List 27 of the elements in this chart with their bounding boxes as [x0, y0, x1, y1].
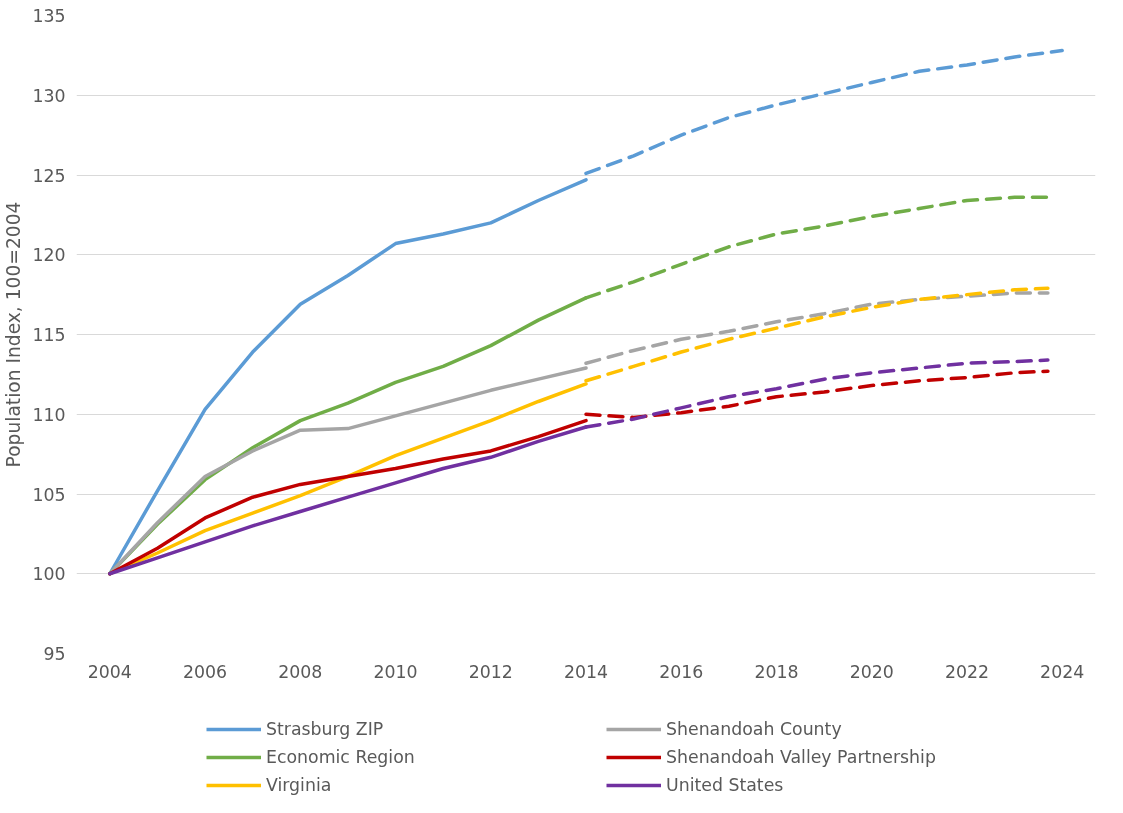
legend-label: Strasburg ZIP: [266, 719, 384, 739]
x-tick-label: 2004: [87, 661, 132, 682]
x-tick-label: 2014: [563, 661, 609, 682]
y-tick-label: 105: [32, 484, 66, 505]
y-tick-label: 110: [32, 404, 66, 425]
x-tick-label: 2006: [183, 661, 228, 682]
x-tick-label: 2016: [659, 661, 704, 682]
y-tick-label: 120: [32, 245, 66, 266]
y-tick-label: 115: [32, 325, 66, 345]
y-axis-title: Population Index, 100=2004: [3, 201, 25, 468]
y-tick-label: 95: [43, 644, 66, 664]
x-tick-label: 2024: [1040, 661, 1085, 682]
x-tick-label: 2020: [849, 661, 894, 682]
y-tick-label: 130: [32, 85, 66, 106]
x-tick-label: 2010: [373, 661, 418, 682]
x-tick-label: 2022: [944, 661, 989, 682]
legend-label: Shenandoah County: [666, 719, 842, 739]
y-tick-label: 125: [32, 165, 66, 186]
y-tick-label: 100: [32, 564, 66, 585]
x-tick-label: 2012: [468, 661, 513, 682]
x-tick-label: 2008: [278, 661, 323, 682]
x-tick-label: 2018: [754, 661, 799, 682]
legend-label: Virginia: [266, 775, 332, 795]
legend-label: United States: [666, 775, 784, 795]
legend-label: Shenandoah Valley Partnership: [666, 747, 936, 767]
legend-label: Economic Region: [266, 747, 415, 767]
y-tick-label: 135: [32, 6, 66, 26]
